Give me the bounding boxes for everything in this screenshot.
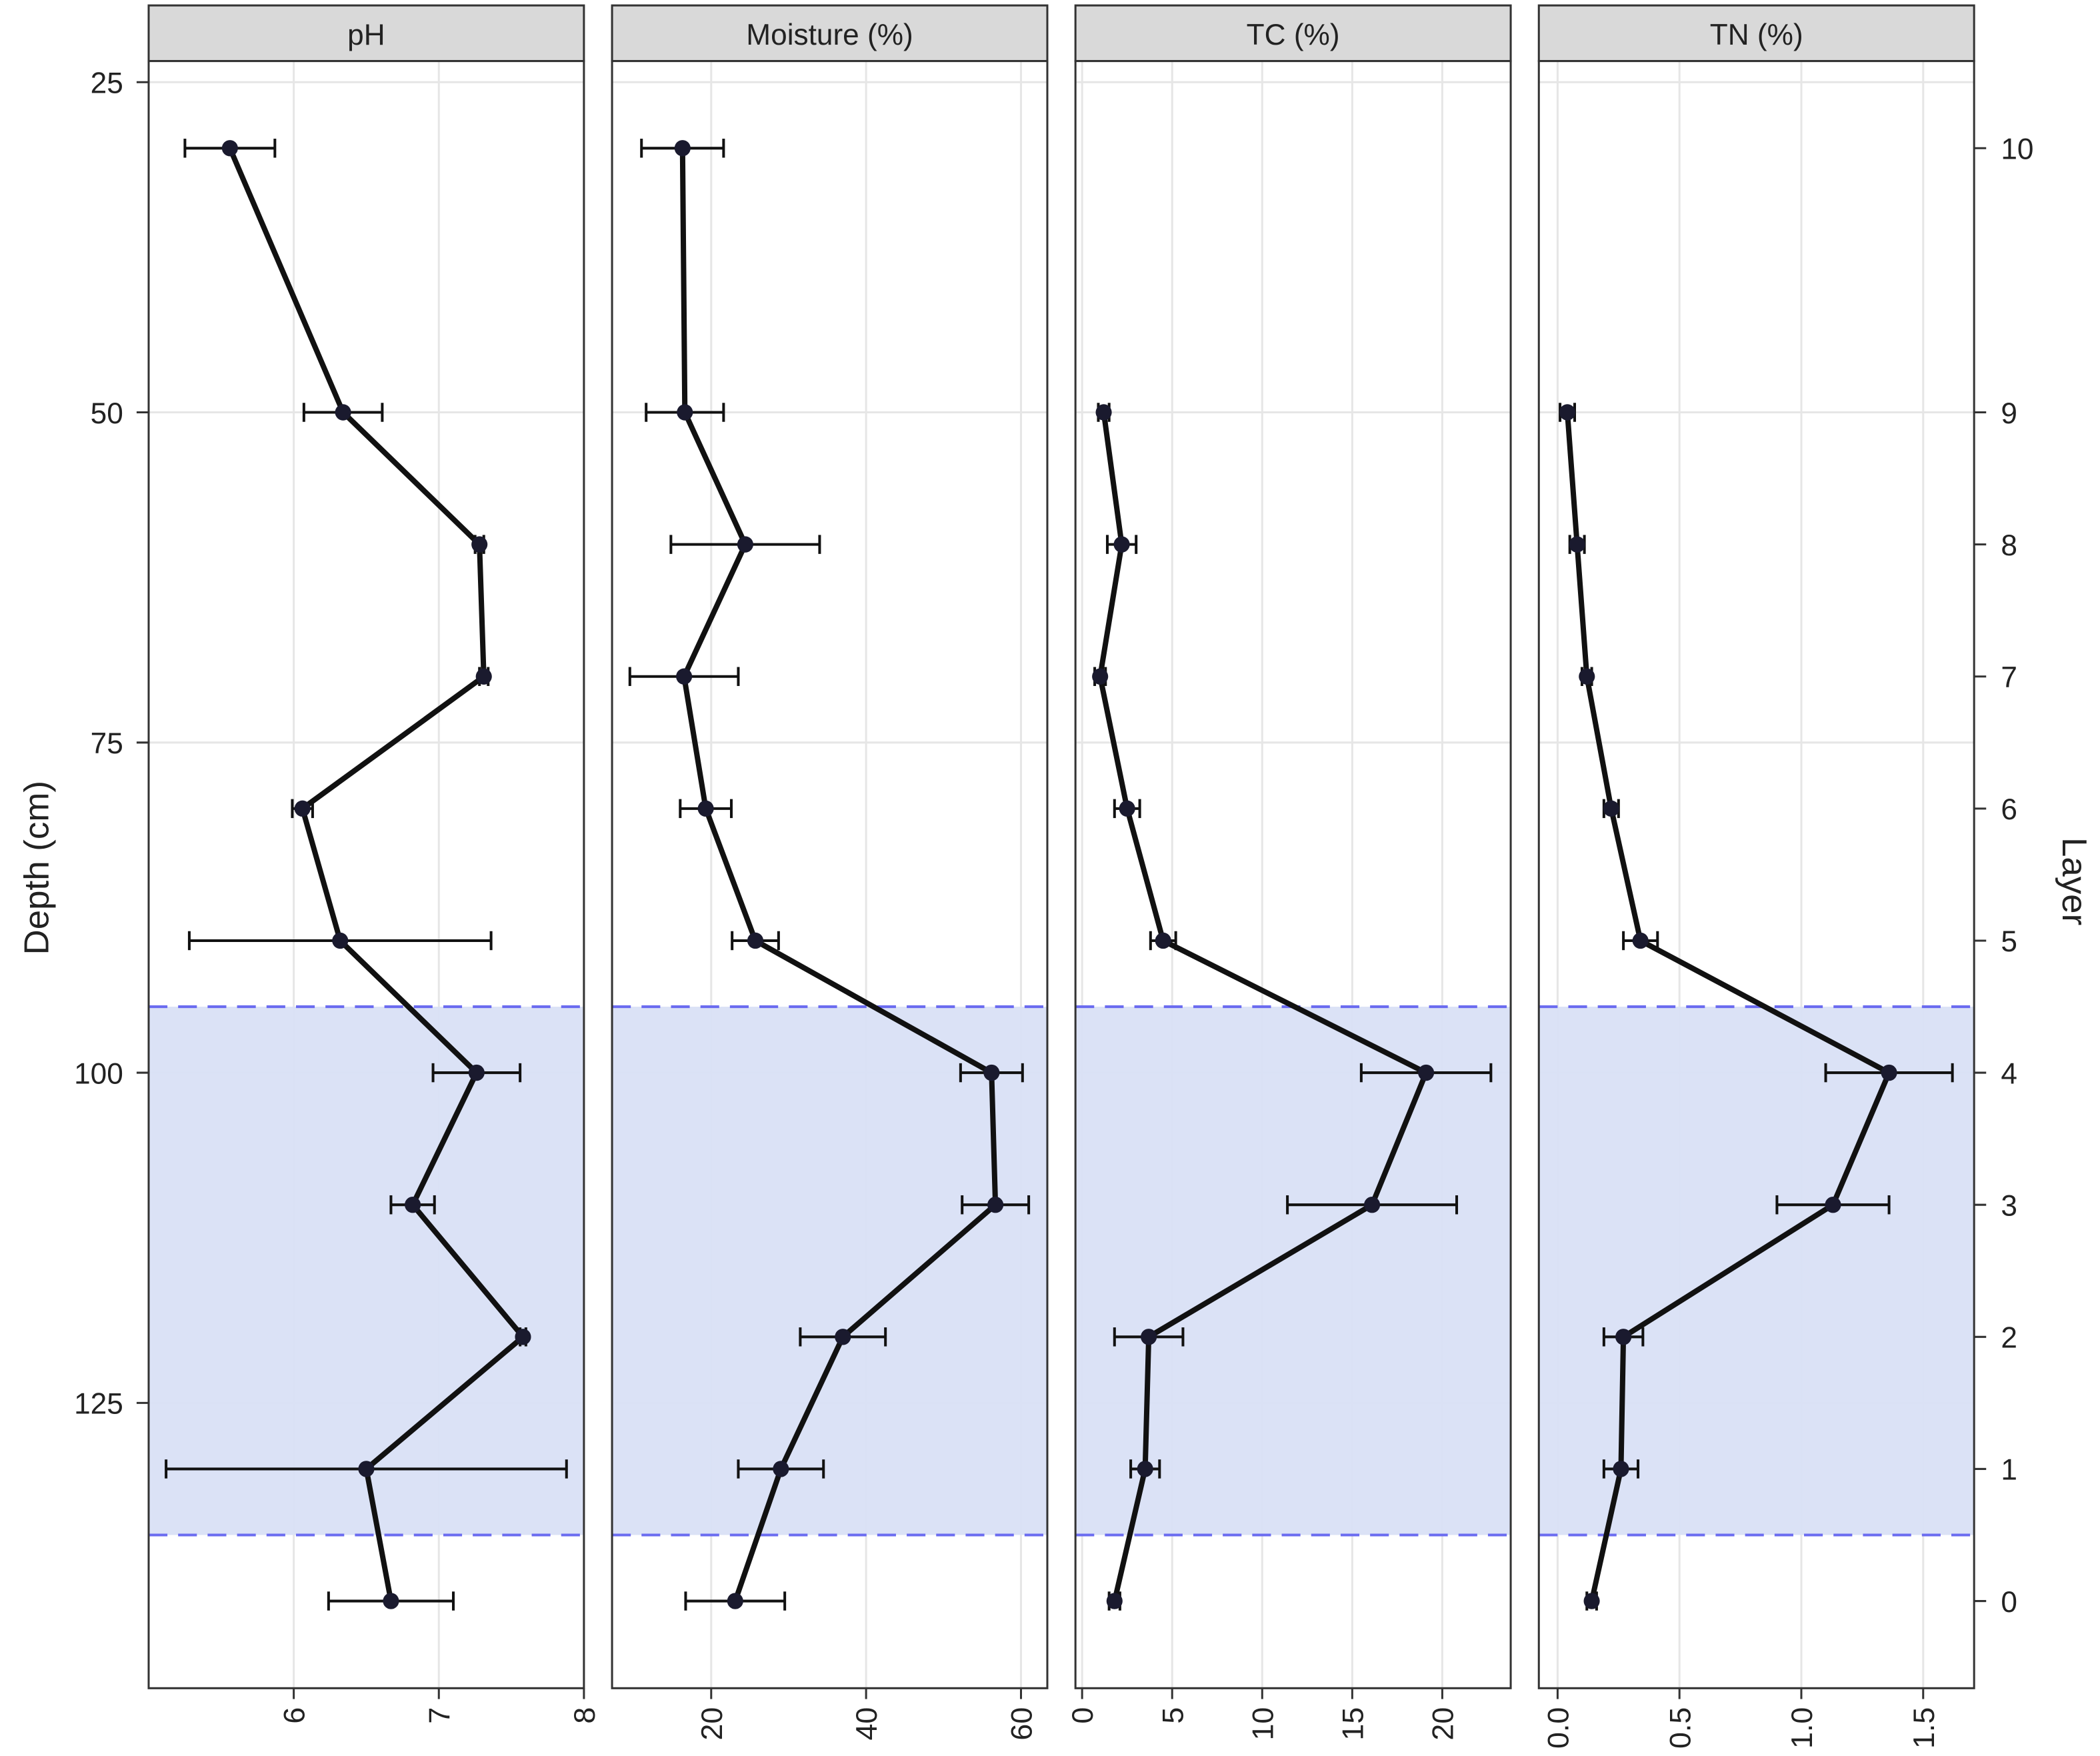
data-point (335, 404, 351, 421)
data-point (1632, 932, 1649, 949)
panel-title: pH (347, 19, 385, 51)
y2-tick-label: 4 (2001, 1057, 2017, 1090)
data-point (1418, 1064, 1435, 1081)
y-tick-label: 50 (91, 397, 123, 430)
x-tick-label: 15 (1337, 1707, 1370, 1741)
y2-tick-label: 0 (2001, 1586, 2017, 1619)
data-point (405, 1196, 421, 1213)
data-point (987, 1196, 1004, 1213)
data-point (383, 1593, 399, 1609)
data-point (747, 932, 764, 949)
data-point (1364, 1196, 1381, 1213)
data-point (983, 1064, 1000, 1081)
data-point (1137, 1461, 1153, 1477)
panel-title: TN (%) (1710, 19, 1803, 51)
data-point (1141, 1329, 1157, 1345)
data-point (515, 1329, 531, 1345)
data-point (1613, 1461, 1629, 1477)
x-tick-label: 7 (424, 1707, 457, 1724)
data-point (1579, 668, 1595, 685)
highlight-band (1539, 1007, 1975, 1535)
y-tick-label: 100 (74, 1057, 123, 1090)
data-point (1825, 1196, 1841, 1213)
data-point (358, 1461, 375, 1477)
y2-tick-label: 2 (2001, 1321, 2017, 1354)
y2-tick-label: 3 (2001, 1189, 2017, 1222)
data-point (1603, 800, 1619, 817)
data-point (1881, 1064, 1897, 1081)
x-tick-label: 0.5 (1665, 1707, 1697, 1749)
data-point (677, 404, 693, 421)
data-point (475, 668, 492, 685)
highlight-band (612, 1007, 1047, 1535)
strip (1537, 4, 1975, 63)
x-tick-label: 20 (696, 1707, 729, 1741)
y2-tick-label: 7 (2001, 661, 2017, 694)
data-point (1559, 404, 1576, 421)
data-point (1113, 536, 1130, 553)
data-point (737, 536, 753, 553)
x-tick-label: 1.0 (1786, 1707, 1819, 1749)
strip (611, 4, 1049, 63)
y-tick-label: 125 (74, 1387, 123, 1420)
data-point (674, 140, 691, 157)
y2-tick-label: 8 (2001, 529, 2017, 562)
x-tick-label: 40 (851, 1707, 883, 1741)
y2-tick-label: 5 (2001, 925, 2017, 958)
x-tick-label: 60 (1006, 1707, 1039, 1741)
data-point (1155, 932, 1171, 949)
data-point (773, 1461, 789, 1477)
highlight-band (1075, 1007, 1511, 1535)
data-point (1095, 404, 1112, 421)
data-point (835, 1329, 851, 1345)
data-point (471, 536, 488, 553)
data-point (697, 800, 714, 817)
data-point (332, 932, 349, 949)
y2-tick-label: 6 (2001, 793, 2017, 826)
panel: TN (%) 0.0 0.5 1.0 1.5 (1537, 4, 1975, 1749)
panel: Moisture (%) 20 40 60 (611, 4, 1049, 1741)
x-tick-label: 10 (1247, 1707, 1280, 1741)
strip (147, 4, 585, 63)
data-point (727, 1593, 743, 1609)
x-tick-label: 6 (279, 1707, 311, 1724)
data-point (468, 1064, 485, 1081)
data-line (1565, 412, 1892, 1602)
x-tick-label: 8 (569, 1707, 601, 1724)
data-line (1097, 411, 1429, 1602)
panel: pH 6 7 8 (147, 4, 601, 1724)
y-axis-title: Depth (cm) (17, 781, 57, 955)
x-tick-label: 0.0 (1543, 1707, 1575, 1749)
data-point (1615, 1329, 1632, 1345)
y2-tick-label: 10 (2001, 133, 2033, 165)
panel-title: TC (%) (1247, 19, 1340, 51)
data-point (221, 140, 238, 157)
x-tick-label: 0 (1067, 1707, 1099, 1724)
data-point (1092, 668, 1109, 685)
x-tick-label: 5 (1157, 1707, 1190, 1724)
data-point (294, 800, 311, 817)
data-point (1106, 1593, 1123, 1609)
panel-title: Moisture (%) (746, 19, 913, 51)
strip (1074, 4, 1512, 63)
data-point (1569, 536, 1585, 553)
highlight-band (148, 1007, 584, 1535)
y2-tick-label: 9 (2001, 397, 2017, 430)
y2-tick-label: 1 (2001, 1453, 2017, 1486)
y2-axis-title: Layer (2055, 837, 2094, 925)
data-point (1119, 800, 1135, 817)
panel: TC (%) 0 5 10 15 20 (1067, 4, 1512, 1741)
y-tick-label: 75 (91, 727, 123, 760)
x-tick-label: 1.5 (1908, 1707, 1941, 1749)
data-point (676, 668, 693, 685)
data-point (1583, 1593, 1600, 1609)
y-tick-label: 25 (91, 67, 123, 99)
x-tick-label: 20 (1427, 1707, 1460, 1741)
